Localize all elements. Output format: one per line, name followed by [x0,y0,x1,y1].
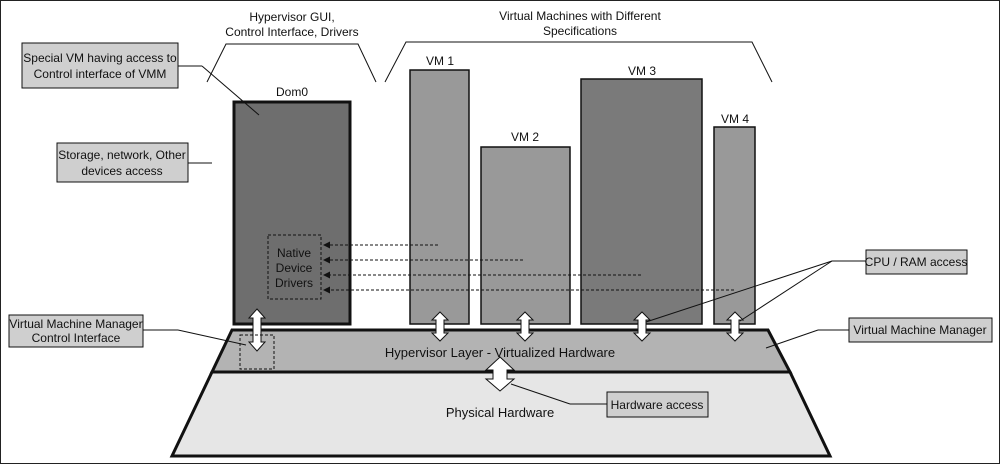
storage-callout-line1: Storage, network, Other [58,148,185,162]
native-drivers-line2: Device [276,261,313,275]
vm3-double-arrow [632,311,652,342]
cpu-ram-callout [865,249,968,275]
vmm-callout [848,317,993,343]
vm2-label: VM 2 [511,130,539,144]
hardware-double-arrow [484,356,516,392]
vmm-callout-text: Virtual Machine Manager [853,323,986,337]
vm2-box [480,146,571,325]
virtual-machines-label-line1: Virtual Machines with Different [499,9,661,23]
hardware-access-callout-text: Hardware access [611,398,704,412]
storage-callout-line2: devices access [81,164,162,178]
vm-bracket [384,41,773,83]
special-vm-callout-line1: Special VM having access to [23,51,177,65]
native-drivers-line1: Native [277,246,311,260]
dom0-double-arrow [247,308,267,352]
native-drivers-box [267,234,322,300]
virtual-machines-label-line2: Specifications [543,24,617,38]
vm3-box [580,78,703,325]
vmm-control-callout [8,314,144,348]
vm1-box [409,69,470,325]
physical-hardware-label: Physical Hardware [446,405,554,420]
hypervisor-gui-label-line2: Control Interface, Drivers [225,25,358,39]
vmm-control-callout-line2: Control Interface [32,331,121,345]
hypervisor-gui-label-line1: Hypervisor GUI, [249,10,334,24]
vm1-double-arrow [430,311,450,342]
vmm-control-callout-line1: Virtual Machine Manager [9,317,142,331]
special-vm-callout-line2: Control interface of VMM [34,67,167,81]
vm4-box [713,126,756,325]
storage-callout [56,142,189,183]
vmm-control-interface-box [239,334,275,370]
native-drivers-line3: Drivers [275,276,313,290]
vm4-double-arrow [725,311,745,342]
leader-lines [143,65,866,405]
vm3-label: VM 3 [628,64,656,78]
dom0-bracket [206,43,377,83]
vm2-double-arrow [515,311,535,342]
hypervisor-layer-label: Hypervisor Layer - Virtualized Hardware [385,345,615,360]
vm-access-arrows [247,308,745,352]
vm1-label: VM 1 [426,54,454,68]
vm4-label: VM 4 [721,112,749,126]
dom0-box [232,100,352,326]
hardware-access-callout [606,391,709,418]
special-vm-callout [21,42,179,89]
cpu-ram-callout-text: CPU / RAM access [865,255,968,269]
dom0-label: Dom0 [276,85,308,99]
